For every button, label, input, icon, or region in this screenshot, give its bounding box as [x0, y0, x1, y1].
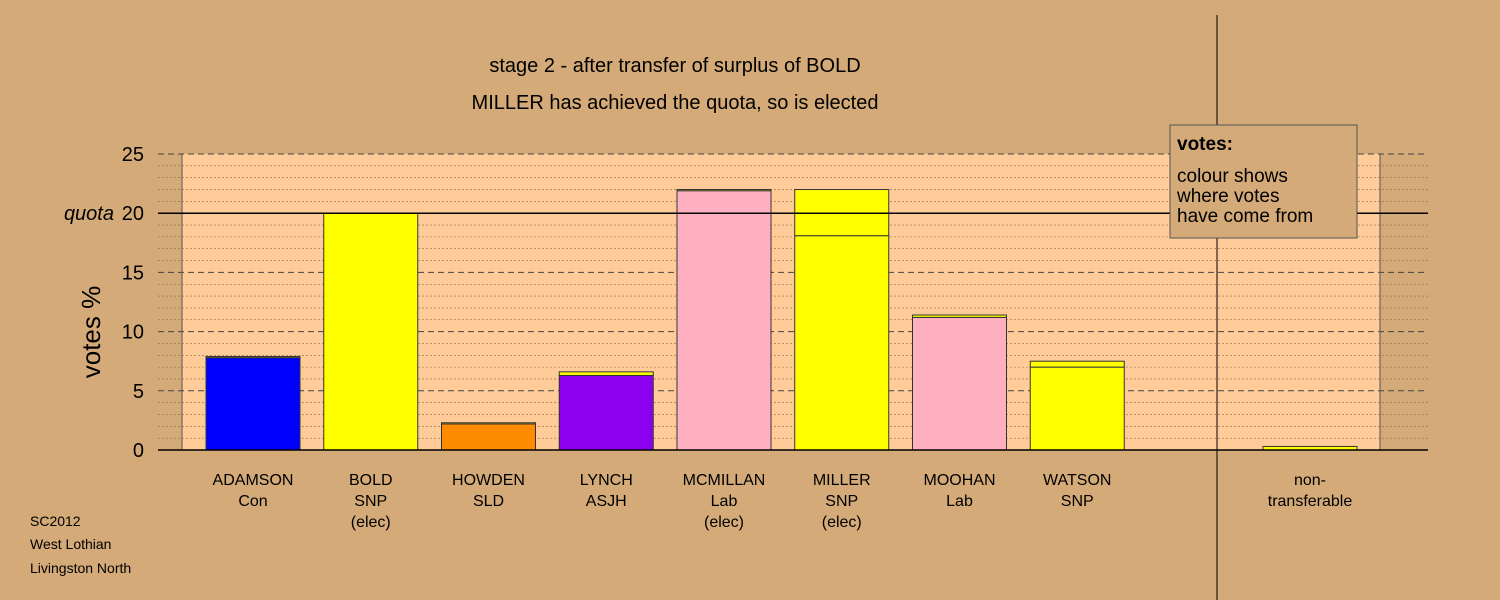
bar-segment: [323, 212, 419, 451]
y-tick-label: 20: [122, 203, 144, 225]
chart-title: stage 2 - after transfer of surplus of B…: [489, 55, 860, 77]
bar-lynch: [558, 371, 654, 451]
category-label: BOLD: [349, 472, 393, 489]
legend-line-1: colour shows: [1177, 166, 1288, 187]
footer-line-2: West Lothian: [30, 536, 111, 552]
category-label: SLD: [473, 493, 504, 510]
category-label: HOWDEN: [452, 472, 525, 489]
bar-segment: [558, 371, 654, 376]
bar-segment: [912, 314, 1007, 318]
category-label: (elec): [704, 514, 744, 531]
category-label: SNP: [354, 493, 387, 510]
category-label: (elec): [822, 514, 862, 531]
category-label: ADAMSON: [213, 472, 294, 489]
y-axis-label: votes %: [76, 286, 106, 379]
side-panel-background: [1380, 154, 1428, 450]
bars: [205, 189, 1358, 451]
y-tick-label: 5: [133, 381, 144, 403]
category-label: SNP: [825, 493, 858, 510]
category-label: MCMILLAN: [683, 472, 766, 489]
bar-segment: [558, 374, 654, 451]
y-tick-label: 0: [133, 440, 144, 462]
y-tick-label: 10: [122, 322, 144, 344]
bar-adamson: [205, 355, 301, 451]
category-label: LYNCH: [580, 472, 633, 489]
category-label: WATSON: [1043, 472, 1111, 489]
category-label: SNP: [1061, 493, 1094, 510]
bar-segment: [794, 235, 890, 451]
bar-mcmillan: [676, 189, 772, 451]
category-label: Con: [238, 493, 267, 510]
category-label: (elec): [351, 514, 391, 531]
bar-howden: [441, 422, 536, 451]
category-labels: ADAMSON Con BOLD SNP (elec) HOWDEN SLD LYNCH ASJ…: [213, 472, 1353, 531]
category-label: MILLER: [813, 472, 871, 489]
bar-segment: [205, 357, 301, 451]
category-label: MOOHAN: [924, 472, 996, 489]
bar-watson: [1029, 360, 1125, 451]
legend-box: [1169, 124, 1358, 239]
y-tick-label: 25: [122, 144, 144, 166]
footer-line-1: SC2012: [30, 513, 81, 529]
bar-segment: [912, 316, 1007, 451]
legend: votes: colour shows where votes have com…: [1169, 124, 1358, 239]
nontransferable-label: transferable: [1268, 493, 1353, 510]
bar-segment: [205, 355, 301, 359]
y-tick-label: 15: [122, 262, 144, 284]
bar-segment: [676, 190, 772, 451]
quota-label: quota: [64, 203, 114, 225]
bar-moohan: [912, 314, 1007, 451]
legend-title: votes:: [1177, 134, 1233, 155]
bar-miller: [794, 189, 890, 451]
nontransferable-label: non-: [1294, 472, 1326, 489]
bar-segment: [1029, 360, 1125, 368]
bar-segment: [441, 423, 536, 451]
legend-line-3: have come from: [1177, 206, 1313, 227]
category-label: ASJH: [586, 493, 627, 510]
bar-bold: [323, 212, 419, 451]
category-label: Lab: [711, 493, 738, 510]
bar-segment: [676, 189, 772, 192]
bar-segment: [1029, 366, 1125, 451]
bar-segment: [441, 422, 536, 425]
y-axis: 0 5 10 15 20 25: [122, 15, 1428, 600]
legend-line-2: where votes: [1176, 186, 1279, 207]
chart-subtitle: MILLER has achieved the quota, so is ele…: [472, 92, 879, 114]
footer-line-3: Livingston North: [30, 560, 131, 576]
category-label: Lab: [946, 493, 973, 510]
